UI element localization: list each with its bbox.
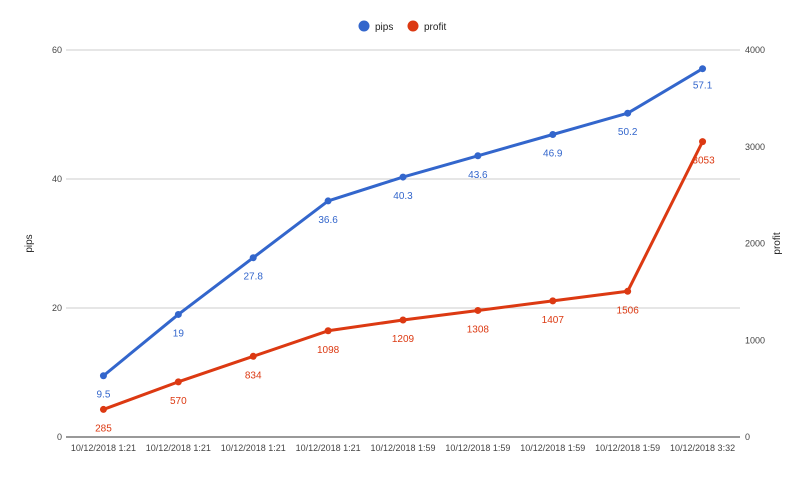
data-point-pips[interactable]	[624, 109, 632, 117]
series-layer	[99, 65, 707, 413]
x-tick-label: 10/12/2018 1:21	[71, 443, 136, 453]
y-right-tick-label: 1000	[745, 335, 765, 345]
data-point-profit[interactable]	[399, 316, 407, 324]
x-tick-label: 10/12/2018 1:21	[221, 443, 286, 453]
data-point-profit[interactable]	[249, 352, 257, 360]
data-point-profit[interactable]	[99, 405, 107, 413]
legend-marker-profit[interactable]	[407, 20, 419, 32]
data-label-profit: 285	[95, 423, 112, 434]
series-line-profit	[102, 140, 704, 411]
data-point-pips[interactable]	[399, 173, 407, 181]
data-label-profit: 1407	[542, 315, 565, 326]
legend-label-pips[interactable]: pips	[375, 22, 393, 33]
y-left-axis-title: pips	[24, 234, 35, 252]
data-point-pips[interactable]	[474, 152, 482, 160]
x-tick-label: 10/12/2018 3:32	[670, 443, 735, 453]
x-tick-label: 10/12/2018 1:59	[370, 443, 435, 453]
data-point-pips[interactable]	[249, 254, 257, 262]
data-label-pips: 57.1	[693, 81, 713, 92]
data-point-pips[interactable]	[324, 197, 332, 205]
y-right-tick-label: 4000	[745, 45, 765, 55]
data-label-pips: 40.3	[393, 191, 413, 202]
x-tick-label: 10/12/2018 1:59	[445, 443, 510, 453]
y-left-tick-label: 40	[52, 174, 62, 184]
axes: 0 20 40 60 0 1000 2000 3000 4000 pips profit 10/12/…	[24, 45, 783, 453]
legend-label-profit[interactable]: profit	[424, 22, 446, 33]
data-label-pips: 36.6	[318, 215, 338, 226]
data-point-pips[interactable]	[99, 372, 107, 380]
legend-marker-pips[interactable]	[358, 20, 370, 32]
x-tick-label: 10/12/2018 1:59	[520, 443, 585, 453]
data-point-profit[interactable]	[699, 138, 707, 146]
data-label-profit: 1098	[317, 345, 340, 356]
data-label-profit: 834	[245, 370, 262, 381]
data-point-profit[interactable]	[624, 287, 632, 295]
data-label-profit: 3053	[692, 156, 715, 167]
x-tick-label: 10/12/2018 1:59	[595, 443, 660, 453]
data-point-pips[interactable]	[174, 310, 182, 318]
y-right-tick-label: 2000	[745, 239, 765, 249]
y-left-tick-label: 0	[57, 432, 62, 442]
data-point-pips[interactable]	[549, 130, 557, 138]
data-point-profit[interactable]	[324, 327, 332, 335]
y-left-tick-label: 60	[52, 45, 62, 55]
data-label-profit: 1506	[617, 305, 640, 316]
data-label-profit: 1308	[467, 324, 490, 335]
data-label-pips: 27.8	[243, 272, 263, 283]
data-label-pips: 43.6	[468, 170, 488, 181]
y-right-axis-title: profit	[772, 232, 783, 254]
data-label-pips: 9.5	[96, 390, 110, 401]
legend[interactable]: pips profit	[358, 20, 447, 34]
data-point-profit[interactable]	[474, 306, 482, 314]
y-right-tick-label: 3000	[745, 142, 765, 152]
data-point-pips[interactable]	[699, 65, 707, 73]
y-left-tick-label: 20	[52, 303, 62, 313]
data-label-profit: 1209	[392, 334, 415, 345]
data-label-pips: 50.2	[618, 127, 638, 138]
x-tick-label: 10/12/2018 1:21	[296, 443, 361, 453]
data-label-pips: 46.9	[543, 148, 563, 159]
data-labels: 9.5 19 27.8 36.6 40.3 43.6 46.9 50.2 57.1 285 570 8…	[95, 81, 715, 435]
data-label-profit: 570	[170, 396, 187, 407]
x-tick-label: 10/12/2018 1:21	[146, 443, 211, 453]
series-line-pips	[102, 67, 704, 377]
data-point-profit[interactable]	[549, 297, 557, 305]
data-point-profit[interactable]	[174, 378, 182, 386]
data-label-pips: 19	[173, 328, 185, 339]
y-right-tick-label: 0	[745, 432, 750, 442]
